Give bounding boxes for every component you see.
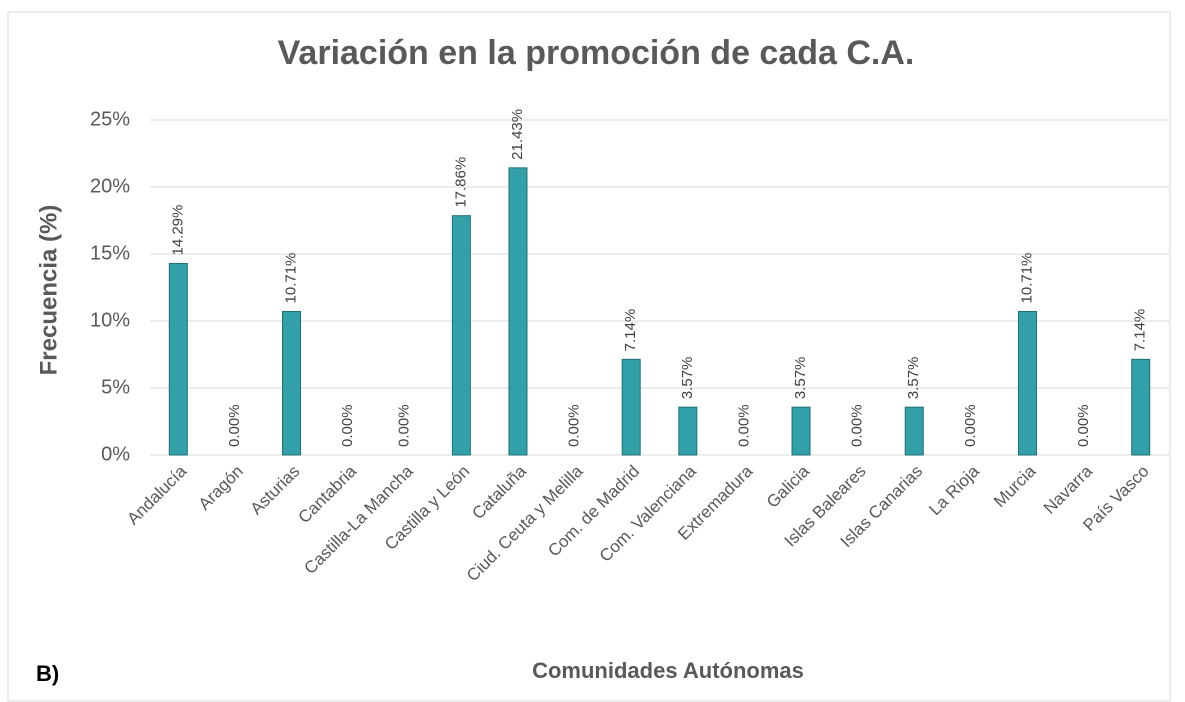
- value-label: 0.00%: [1075, 404, 1092, 447]
- value-label: 7.14%: [1132, 309, 1149, 352]
- value-label: 3.57%: [792, 357, 809, 400]
- bar: [168, 263, 188, 456]
- value-label: 0.00%: [226, 404, 243, 447]
- bar: [904, 406, 924, 456]
- y-tick-label: 10%: [90, 309, 130, 331]
- bar: [791, 406, 811, 456]
- value-label: 10.71%: [282, 253, 299, 304]
- y-axis-label: Frecuencia (%): [35, 205, 62, 376]
- value-label: 14.29%: [169, 205, 186, 256]
- value-label: 0.00%: [962, 404, 979, 447]
- chart-border: [7, 11, 1171, 702]
- value-label: 21.43%: [509, 109, 526, 160]
- annotation: B): [36, 661, 59, 686]
- bar: [621, 358, 641, 456]
- bar: [1131, 358, 1151, 456]
- y-tick-label: 15%: [90, 242, 130, 264]
- bar: [451, 215, 471, 456]
- value-label: 0.00%: [849, 404, 866, 447]
- value-label: 3.57%: [905, 357, 922, 400]
- x-axis-label: Comunidades Autónomas: [532, 658, 804, 683]
- chart-title: Variación en la promoción de cada C.A.: [278, 34, 915, 72]
- y-tick-label: 20%: [90, 175, 130, 197]
- value-label: 17.86%: [452, 157, 469, 208]
- y-tick-label: 25%: [90, 108, 130, 130]
- bar: [508, 167, 528, 456]
- bar: [1017, 310, 1037, 456]
- bar: [282, 310, 302, 456]
- value-label: 0.00%: [566, 404, 583, 447]
- bar: [678, 406, 698, 456]
- value-label: 0.00%: [735, 404, 752, 447]
- y-tick-label: 5%: [101, 376, 130, 398]
- y-tick-label: 0%: [101, 443, 130, 465]
- value-label: 0.00%: [396, 404, 413, 447]
- value-label: 10.71%: [1018, 253, 1035, 304]
- value-label: 7.14%: [622, 309, 639, 352]
- value-label: 3.57%: [679, 357, 696, 400]
- value-label: 0.00%: [339, 404, 356, 447]
